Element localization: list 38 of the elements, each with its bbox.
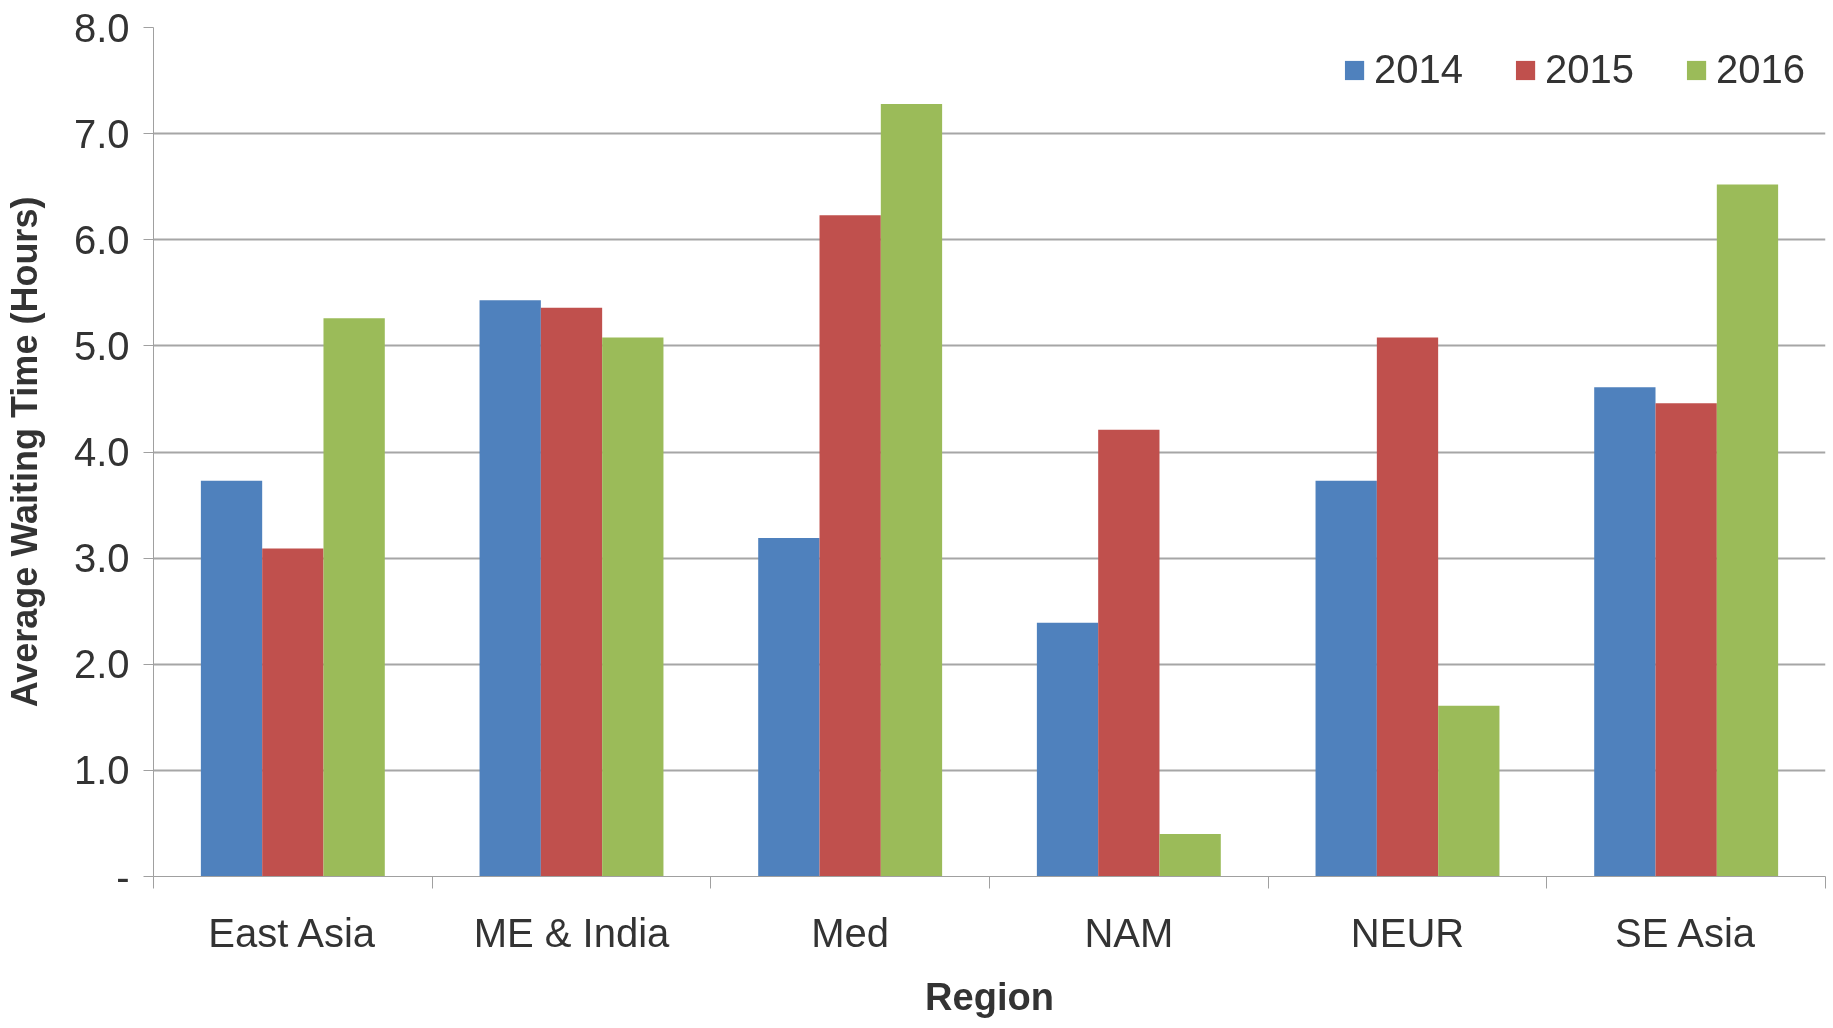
x-tick-label: NAM (1084, 910, 1174, 955)
bar (323, 318, 385, 877)
legend-label: 2016 (1716, 47, 1805, 92)
bar (1098, 429, 1160, 877)
bar (880, 103, 943, 877)
x-tick-label: SE Asia (1615, 910, 1756, 955)
bar (1036, 622, 1099, 877)
y-tick-label: 4.0 (73, 430, 130, 474)
bar (1438, 705, 1500, 877)
y-tick-label: 3.0 (73, 536, 130, 581)
bar (602, 337, 664, 877)
bar (540, 307, 603, 877)
bar (200, 480, 263, 877)
bar (758, 537, 820, 877)
y-tick-label: 2.0 (73, 642, 130, 687)
bar (1594, 387, 1656, 877)
y-tick-label: 6.0 (73, 217, 130, 262)
bar (1716, 184, 1779, 877)
legend-label: 2015 (1545, 47, 1635, 92)
legend-label: 2014 (1374, 47, 1464, 92)
bar (819, 215, 881, 877)
y-tick-label: 5.0 (73, 323, 130, 368)
y-tick-label: 7.0 (73, 111, 130, 156)
bar (479, 300, 541, 877)
x-tick-label: East Asia (208, 910, 376, 955)
y-tick-label: 8.0 (73, 5, 130, 50)
bar (1159, 834, 1221, 877)
bar (1315, 480, 1377, 877)
x-axis-title: Region (925, 975, 1054, 1018)
bar (262, 548, 324, 877)
y-tick-label: - (116, 854, 130, 899)
y-tick-label: 1.0 (73, 748, 130, 793)
y-axis-title: Average Waiting Time (Hours) (3, 196, 45, 708)
bar (1376, 337, 1439, 877)
x-tick-label: Med (811, 910, 890, 955)
bar (1655, 403, 1717, 877)
x-tick-label: ME & India (473, 910, 671, 955)
x-tick-label: NEUR (1350, 910, 1465, 955)
